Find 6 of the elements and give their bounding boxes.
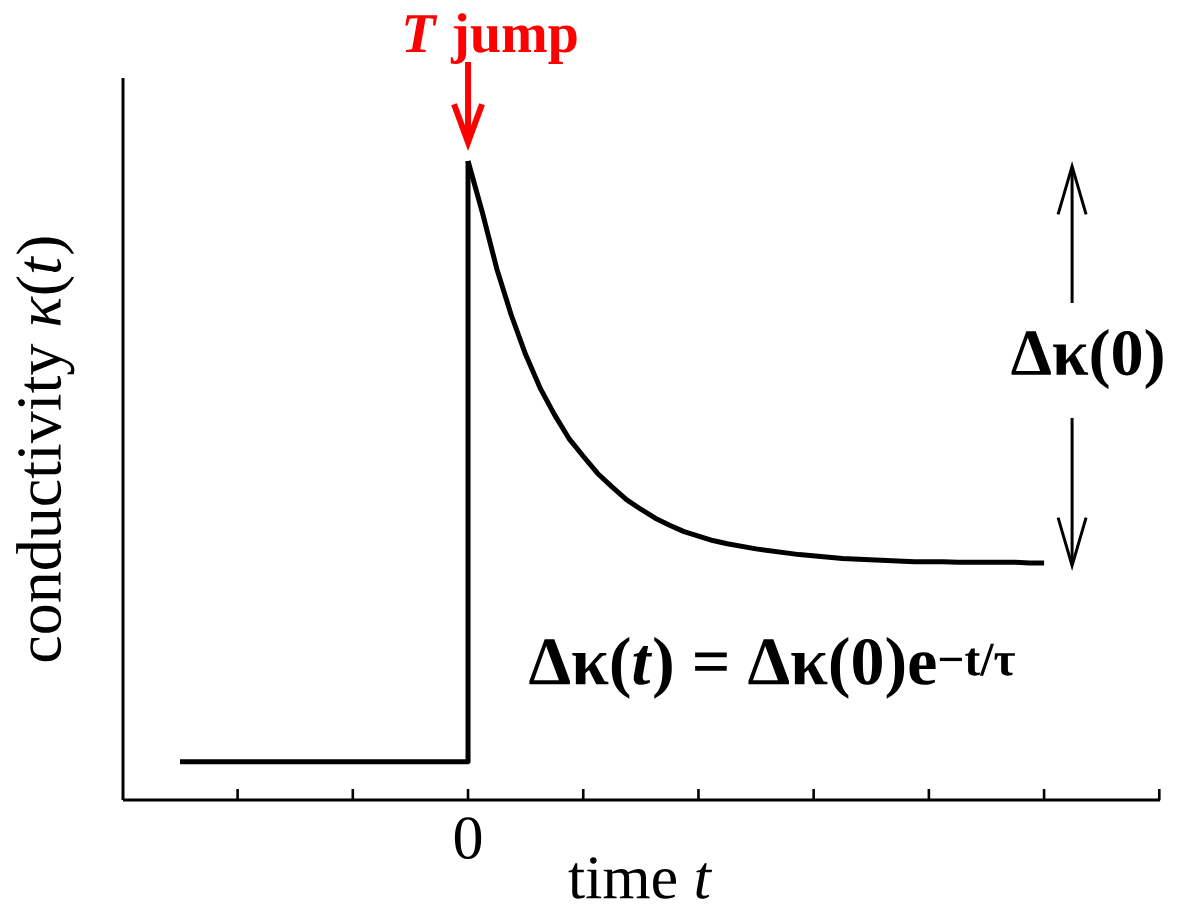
x-axis-title: time t [568,857,713,899]
text: 0 [454,817,482,860]
annotation: Δκ(0) [1011,329,1163,389]
y-axis-title: conductivity κ(t) [16,237,75,662]
annotation: Δκ(t) = Δκ(0)e$^{−t/τ}$ [529,637,1015,699]
text: T jump [405,13,577,64]
